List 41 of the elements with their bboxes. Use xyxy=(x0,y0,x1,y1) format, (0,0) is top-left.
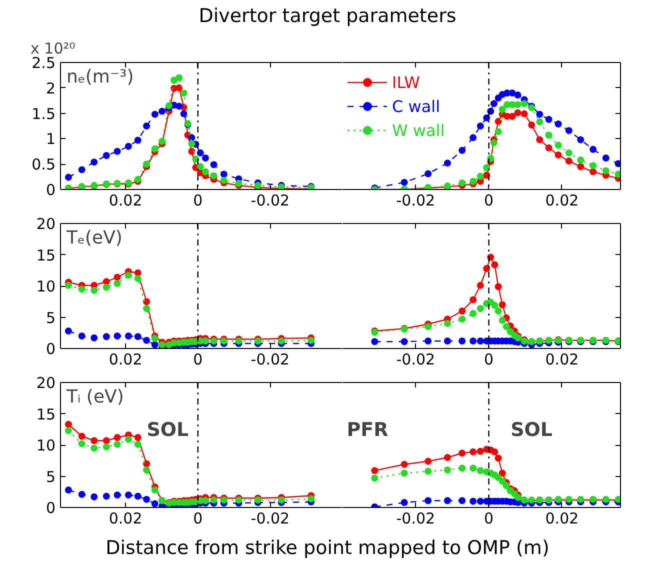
chart-title: Divertor target parameters xyxy=(198,5,456,27)
x-tick-label: 0 xyxy=(193,192,203,210)
legend-label: ILW xyxy=(392,72,420,92)
x-tick-label: -0.02 xyxy=(396,350,436,368)
x-tick-label: 0 xyxy=(484,192,494,210)
y-tick-label: 15 xyxy=(36,405,56,424)
x-tick-label: 0.02 xyxy=(545,350,579,368)
x-tick-label: 0 xyxy=(484,510,494,528)
x-tick-label: -0.02 xyxy=(250,510,290,528)
legend-label: C wall xyxy=(392,96,440,116)
x-tick-label: 0.02 xyxy=(108,510,142,528)
y-tick-label: 15 xyxy=(36,246,56,264)
x-tick-label: 0.02 xyxy=(545,510,579,528)
y-axis-title: Tᵢ (eV) xyxy=(66,386,124,408)
annotation: SOL xyxy=(146,419,189,441)
x-tick-label: 0.02 xyxy=(108,350,142,368)
y-tick-label: 0.5 xyxy=(32,156,56,174)
x-tick-label: -0.02 xyxy=(250,350,290,368)
legend-label: W wall xyxy=(392,120,445,140)
annotation: SOL xyxy=(510,419,553,441)
x-tick-label: -0.02 xyxy=(396,510,436,528)
y-tick-label: 1.5 xyxy=(32,104,56,123)
y-tick-label: 10 xyxy=(36,278,56,296)
x-tick-label: 0.02 xyxy=(108,192,142,210)
x-tick-label: 0 xyxy=(193,510,203,528)
x-tick-label: -0.02 xyxy=(396,192,436,210)
y-tick-label: 2 xyxy=(46,79,56,98)
y-tick-label: 20 xyxy=(36,215,56,233)
x-tick-label: 0 xyxy=(484,350,494,368)
x-tick-label: -0.02 xyxy=(250,192,290,210)
y-tick-label: 5 xyxy=(46,468,56,486)
y-tick-label: 10 xyxy=(36,436,56,454)
x-tick-label: 0.02 xyxy=(545,192,579,210)
y-axis-title: nₑ(m⁻³) xyxy=(66,66,134,88)
y-tick-label: 1 xyxy=(46,130,56,148)
y-tick-label: 5 xyxy=(46,308,56,327)
y-axis-title: Tₑ(eV) xyxy=(66,228,122,248)
y-tick-label: 20 xyxy=(36,374,56,392)
x-tick-label: 0 xyxy=(193,350,203,368)
annotation: PFR xyxy=(346,419,389,441)
x-axis-title: Distance from strike point mapped to OMP (m) xyxy=(106,536,550,560)
